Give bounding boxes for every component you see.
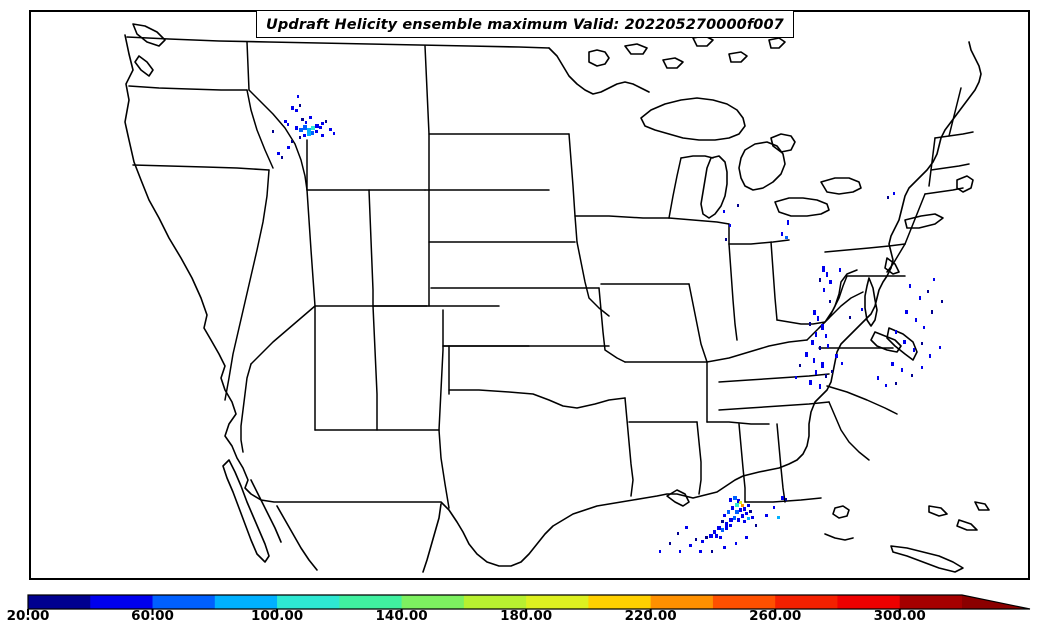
state-boundaries (128, 41, 974, 509)
colorbar-tick-label: 300.00 (873, 608, 926, 624)
canada-islands-5 (768, 37, 786, 49)
lake-okeechobee (832, 505, 850, 519)
colorbar-band (277, 595, 340, 609)
colorbar-bands (28, 595, 963, 609)
cluster-gulf-of-mexico (659, 496, 787, 553)
florida-keys (824, 533, 854, 541)
cape-cod (956, 175, 974, 193)
colorbar-tick-label: 140.00 (375, 608, 428, 624)
bahamas-3 (974, 501, 990, 511)
cuba (890, 545, 964, 573)
pamlico-sound (870, 331, 902, 353)
bahamas-2 (956, 519, 978, 531)
cluster-idaho (272, 95, 335, 159)
colorbar-band (650, 595, 714, 609)
map-geography (124, 23, 990, 573)
mexico-west-coast (276, 505, 318, 571)
colorbar-band (837, 595, 901, 609)
cluster-carolinas (795, 192, 895, 389)
colorbar-tick-label: 100.00 (251, 608, 304, 624)
lake-ontario (820, 177, 862, 195)
colorbar-tick-label: 260.00 (749, 608, 802, 624)
colorbar-band (463, 595, 527, 609)
colorbar-outline (27, 594, 1031, 610)
colorbar-band (152, 595, 216, 609)
colorbar-band (775, 595, 838, 609)
updraft-helicity-data (272, 95, 943, 553)
colorbar-band (28, 595, 91, 609)
baja-california (222, 459, 270, 563)
lake-erie (774, 197, 830, 217)
mexico-east (422, 503, 442, 573)
lake-superior (640, 97, 746, 141)
canada-islands-4 (728, 51, 748, 63)
colorbar-band (526, 595, 589, 609)
colorbar-tick-label: 20.00 (6, 608, 50, 624)
colorbar-band (90, 595, 153, 609)
map-panel (29, 10, 1030, 580)
canada-islands-1 (624, 43, 648, 55)
bahamas-1 (928, 505, 948, 517)
cluster-great-lakes (723, 204, 789, 241)
colorbar-band (401, 595, 465, 609)
colorbar-tick-label: 180.00 (500, 608, 553, 624)
colorbar-band (588, 595, 652, 609)
title-box: Updraft Helicity ensemble maximum Valid:… (256, 10, 794, 38)
map-canvas (124, 23, 990, 573)
colorbar-tick-label: 220.00 (624, 608, 677, 624)
northern-border (126, 36, 550, 49)
colorbar-band (339, 595, 402, 609)
chesapeake-bay (864, 277, 878, 327)
canada-islands-2 (662, 57, 684, 69)
colorbar-ticks (27, 609, 901, 615)
colorbar-canvas (27, 594, 1031, 615)
lake-of-woods (588, 49, 610, 67)
colorbar: 20.00 60.00 100.00 140.00 180.00 220.00 260.00… (0, 588, 1037, 640)
colorbar-band (899, 595, 963, 609)
outer-banks (886, 327, 918, 361)
colorbar-band (712, 595, 776, 609)
lake-huron (738, 141, 786, 191)
vancouver-island (132, 23, 166, 47)
mississippi-delta (666, 489, 690, 507)
colorbar-frame (27, 594, 1031, 610)
colorbar-tick-label: 60.00 (131, 608, 174, 624)
cluster-atlantic-offshore (877, 278, 943, 387)
figure-title: Updraft Helicity ensemble maximum Valid:… (266, 17, 784, 33)
colorbar-band (214, 595, 278, 609)
canada-coast-upper (548, 47, 650, 95)
long-island (904, 213, 944, 229)
georgian-bay (770, 133, 796, 153)
conus-outline (124, 34, 982, 567)
lake-michigan (700, 155, 728, 219)
puget-sound (134, 55, 154, 77)
gulf-of-california (250, 479, 282, 543)
